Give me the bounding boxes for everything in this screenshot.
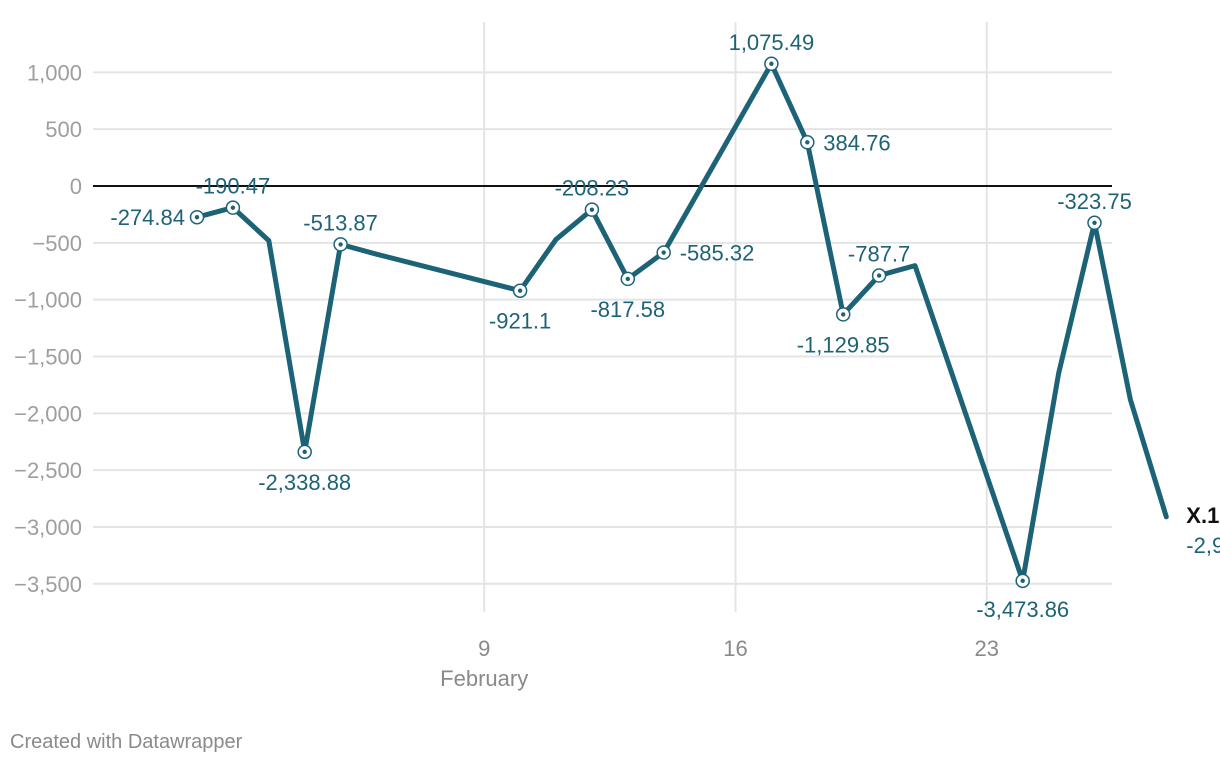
data-label: -190.47 <box>196 174 271 199</box>
credit-text: Created with Datawrapper <box>10 731 243 753</box>
series-name-label: X.1 <box>1186 503 1219 528</box>
x-tick-sublabel: February <box>440 666 528 691</box>
data-label: -2,338.88 <box>258 470 351 495</box>
data-label: -1,129.85 <box>797 332 890 357</box>
y-tick-label: −1,500 <box>14 344 82 369</box>
data-point-dot <box>805 140 810 145</box>
axis-layer: 1,000 500 0 −500 −1,000 −1,500 −2,000 −2,500 −3,… <box>14 60 999 691</box>
data-point-dot <box>661 250 666 255</box>
data-point-dot <box>517 288 523 293</box>
data-point-dot <box>589 207 595 212</box>
y-tick-label: 500 <box>45 117 82 142</box>
data-label-layer: -274.84 -190.47 -2,338.88 -513.87 -921.1 -208… <box>110 30 1220 622</box>
data-point-dot <box>338 242 343 247</box>
series-line <box>194 61 1169 584</box>
y-tick-label: −3,500 <box>14 572 82 597</box>
data-label: 384.76 <box>823 130 890 155</box>
data-point-dot <box>1020 578 1025 584</box>
data-label: 1,075.49 <box>729 30 815 55</box>
x-tick-label: 9 <box>478 636 490 661</box>
data-point-dot <box>625 276 630 282</box>
data-point-dot <box>841 312 846 317</box>
data-label: -921.1 <box>489 309 551 334</box>
data-point-dot <box>1092 220 1097 225</box>
data-point-dot <box>194 215 200 220</box>
data-label: -787.7 <box>848 242 910 267</box>
data-label: -274.84 <box>110 205 185 230</box>
series-layer <box>194 61 1169 584</box>
marker-layer <box>189 56 1102 589</box>
x-tick-label: 16 <box>723 636 747 661</box>
grid-layer <box>93 22 1112 612</box>
data-point-dot <box>230 205 236 210</box>
data-point-dot <box>769 61 774 66</box>
data-point-dot <box>302 449 307 455</box>
data-label: -2,910.12 <box>1186 533 1220 558</box>
data-label: -585.32 <box>680 241 755 266</box>
y-tick-label: −500 <box>32 231 82 256</box>
y-tick-label: 0 <box>70 174 82 199</box>
y-tick-label: −3,000 <box>14 515 82 540</box>
data-label: -817.58 <box>590 297 665 322</box>
data-label: -208.23 <box>555 176 630 201</box>
y-tick-label: −2,500 <box>14 458 82 483</box>
x-tick-label: 23 <box>975 636 999 661</box>
y-tick-label: 1,000 <box>27 60 82 85</box>
y-tick-label: −1,000 <box>14 288 82 313</box>
data-label: -513.87 <box>303 210 378 235</box>
data-label: -323.75 <box>1057 189 1132 214</box>
y-tick-label: −2,000 <box>14 401 82 426</box>
data-point-dot <box>876 273 882 278</box>
data-label: -3,473.86 <box>976 597 1069 622</box>
